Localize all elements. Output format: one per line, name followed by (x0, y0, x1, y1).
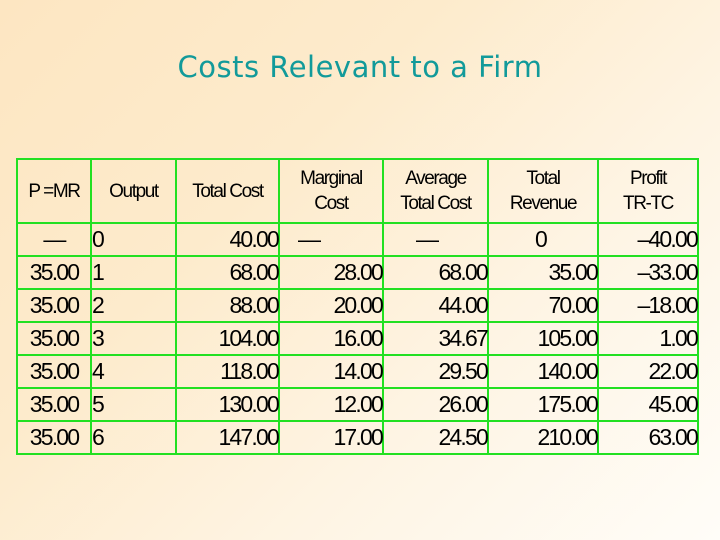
cell-price: 35.00 (16, 387, 92, 422)
costs-table: P =MR Output Total Cost Marginal Cost Ave… (16, 158, 699, 455)
header-total-cost: Total Cost (175, 158, 280, 224)
cell-price: 35.00 (16, 288, 92, 323)
cell-total-cost: 147.00 (175, 420, 280, 455)
table-row: 35.00 3 104.00 16.00 34.67 105.00 1.00 (16, 321, 699, 356)
header-profit: Profit TR-TC (597, 158, 699, 224)
cell-total-cost: 118.00 (175, 354, 280, 389)
cell-profit: –18.00 (597, 288, 699, 323)
cell-marginal-cost: 16.00 (278, 321, 384, 356)
cell-output: 0 (90, 222, 177, 257)
header-total-revenue: Total Revenue (487, 158, 599, 224)
header-row: P =MR Output Total Cost Marginal Cost Ave… (16, 158, 699, 224)
cell-average-total-cost: — (382, 222, 489, 257)
cell-total-cost: 88.00 (175, 288, 280, 323)
cell-total-revenue: 0 (487, 222, 599, 257)
cell-total-cost: 104.00 (175, 321, 280, 356)
cell-price: 35.00 (16, 420, 92, 455)
cell-total-revenue: 105.00 (487, 321, 599, 356)
cell-profit: 45.00 (597, 387, 699, 422)
header-average-total-cost: Average Total Cost (382, 158, 489, 224)
cell-output: 2 (90, 288, 177, 323)
cell-output: 5 (90, 387, 177, 422)
slide-title: Costs Relevant to a Firm (177, 50, 543, 84)
cell-marginal-cost: 20.00 (278, 288, 384, 323)
cell-total-revenue: 175.00 (487, 387, 599, 422)
cell-output: 3 (90, 321, 177, 356)
cell-price: 35.00 (16, 354, 92, 389)
table-row: — 0 40.00 — — 0 –40.00 (16, 222, 699, 257)
table-row: 35.00 6 147.00 17.00 24.50 210.00 63.00 (16, 420, 699, 455)
cell-total-cost: 130.00 (175, 387, 280, 422)
cell-total-revenue: 140.00 (487, 354, 599, 389)
cell-average-total-cost: 26.00 (382, 387, 489, 422)
table-row: 35.00 1 68.00 28.00 68.00 35.00 –33.00 (16, 255, 699, 290)
cell-marginal-cost: 28.00 (278, 255, 384, 290)
cell-average-total-cost: 34.67 (382, 321, 489, 356)
cell-output: 1 (90, 255, 177, 290)
cell-marginal-cost: 12.00 (278, 387, 384, 422)
cell-average-total-cost: 24.50 (382, 420, 489, 455)
header-output: Output (90, 158, 177, 224)
cell-price: 35.00 (16, 321, 92, 356)
cell-output: 6 (90, 420, 177, 455)
cell-total-cost: 40.00 (175, 222, 280, 257)
cell-price: 35.00 (16, 255, 92, 290)
cell-total-revenue: 70.00 (487, 288, 599, 323)
cell-output: 4 (90, 354, 177, 389)
cell-average-total-cost: 44.00 (382, 288, 489, 323)
cell-profit: 1.00 (597, 321, 699, 356)
cell-average-total-cost: 29.50 (382, 354, 489, 389)
cell-profit: –40.00 (597, 222, 699, 257)
cell-profit: –33.00 (597, 255, 699, 290)
cell-profit: 63.00 (597, 420, 699, 455)
cell-marginal-cost: 14.00 (278, 354, 384, 389)
cell-marginal-cost: — (278, 222, 384, 257)
cell-total-cost: 68.00 (175, 255, 280, 290)
cell-profit: 22.00 (597, 354, 699, 389)
header-price: P =MR (16, 158, 92, 224)
cell-total-revenue: 210.00 (487, 420, 599, 455)
header-marginal-cost: Marginal Cost (278, 158, 384, 224)
cell-average-total-cost: 68.00 (382, 255, 489, 290)
table-row: 35.00 5 130.00 12.00 26.00 175.00 45.00 (16, 387, 699, 422)
table-row: 35.00 4 118.00 14.00 29.50 140.00 22.00 (16, 354, 699, 389)
cell-total-revenue: 35.00 (487, 255, 599, 290)
table-row: 35.00 2 88.00 20.00 44.00 70.00 –18.00 (16, 288, 699, 323)
cell-price: — (16, 222, 92, 257)
cell-marginal-cost: 17.00 (278, 420, 384, 455)
